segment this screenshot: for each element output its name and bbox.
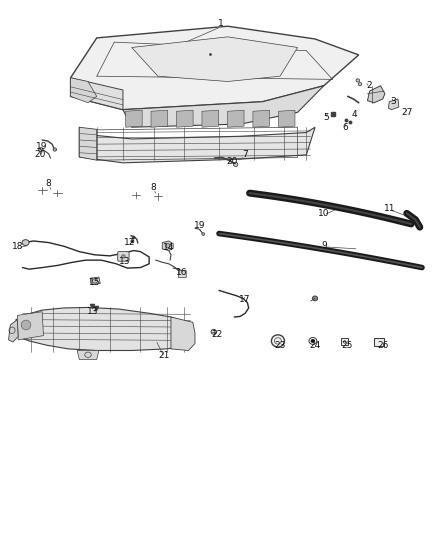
Text: 5: 5 [323,113,329,122]
Ellipse shape [275,338,282,344]
Polygon shape [71,78,97,103]
Text: 16: 16 [176,269,187,277]
Text: 3: 3 [391,97,396,106]
Text: 10: 10 [318,209,329,218]
Text: 22: 22 [211,330,223,339]
Polygon shape [71,26,359,110]
Ellipse shape [21,320,31,330]
Polygon shape [79,127,315,163]
Polygon shape [162,241,173,251]
FancyBboxPatch shape [118,252,129,261]
Text: 20: 20 [34,150,46,159]
Text: 15: 15 [89,278,100,287]
Polygon shape [253,110,269,127]
Polygon shape [123,86,324,127]
FancyBboxPatch shape [178,270,186,278]
Text: 4: 4 [352,110,357,119]
Polygon shape [171,317,195,351]
Polygon shape [389,99,399,110]
FancyBboxPatch shape [341,338,348,345]
Polygon shape [202,110,219,127]
Text: 6: 6 [343,123,349,132]
Ellipse shape [202,233,205,236]
FancyBboxPatch shape [374,338,385,346]
Polygon shape [71,78,123,110]
Ellipse shape [166,244,170,248]
Ellipse shape [358,83,362,86]
Text: 25: 25 [341,341,353,350]
Text: 13: 13 [120,257,131,265]
Text: 21: 21 [159,351,170,360]
Polygon shape [177,110,193,127]
Text: 8: 8 [46,179,52,188]
Ellipse shape [22,240,29,246]
Text: 26: 26 [377,341,389,350]
Polygon shape [77,351,99,360]
Polygon shape [79,127,97,160]
Polygon shape [9,320,18,342]
Text: 12: 12 [124,238,135,247]
Text: 17: 17 [240,295,251,304]
Polygon shape [126,110,142,127]
Text: 18: 18 [12,242,24,251]
Text: 11: 11 [384,204,395,213]
Text: 14: 14 [163,244,174,253]
Text: 19: 19 [194,221,205,230]
Text: 19: 19 [36,142,48,151]
Text: 7: 7 [242,150,248,159]
Text: 1: 1 [218,19,224,28]
Text: 9: 9 [321,241,327,250]
Ellipse shape [312,296,318,301]
Text: 13: 13 [87,307,98,316]
Text: 20: 20 [226,157,238,166]
Text: 24: 24 [309,341,321,350]
Ellipse shape [233,163,238,166]
Ellipse shape [53,148,57,151]
Text: 8: 8 [151,183,156,192]
Polygon shape [367,86,385,103]
Polygon shape [17,312,43,340]
Text: 23: 23 [275,341,286,350]
Polygon shape [151,110,168,127]
Ellipse shape [311,340,314,343]
Polygon shape [16,308,193,351]
Ellipse shape [122,255,125,258]
Ellipse shape [272,335,285,347]
Ellipse shape [309,337,317,344]
Polygon shape [132,37,297,82]
Text: 27: 27 [401,108,413,117]
Polygon shape [227,110,244,127]
Polygon shape [279,110,295,127]
Text: 2: 2 [367,81,372,90]
Polygon shape [90,277,100,285]
Ellipse shape [356,79,360,82]
